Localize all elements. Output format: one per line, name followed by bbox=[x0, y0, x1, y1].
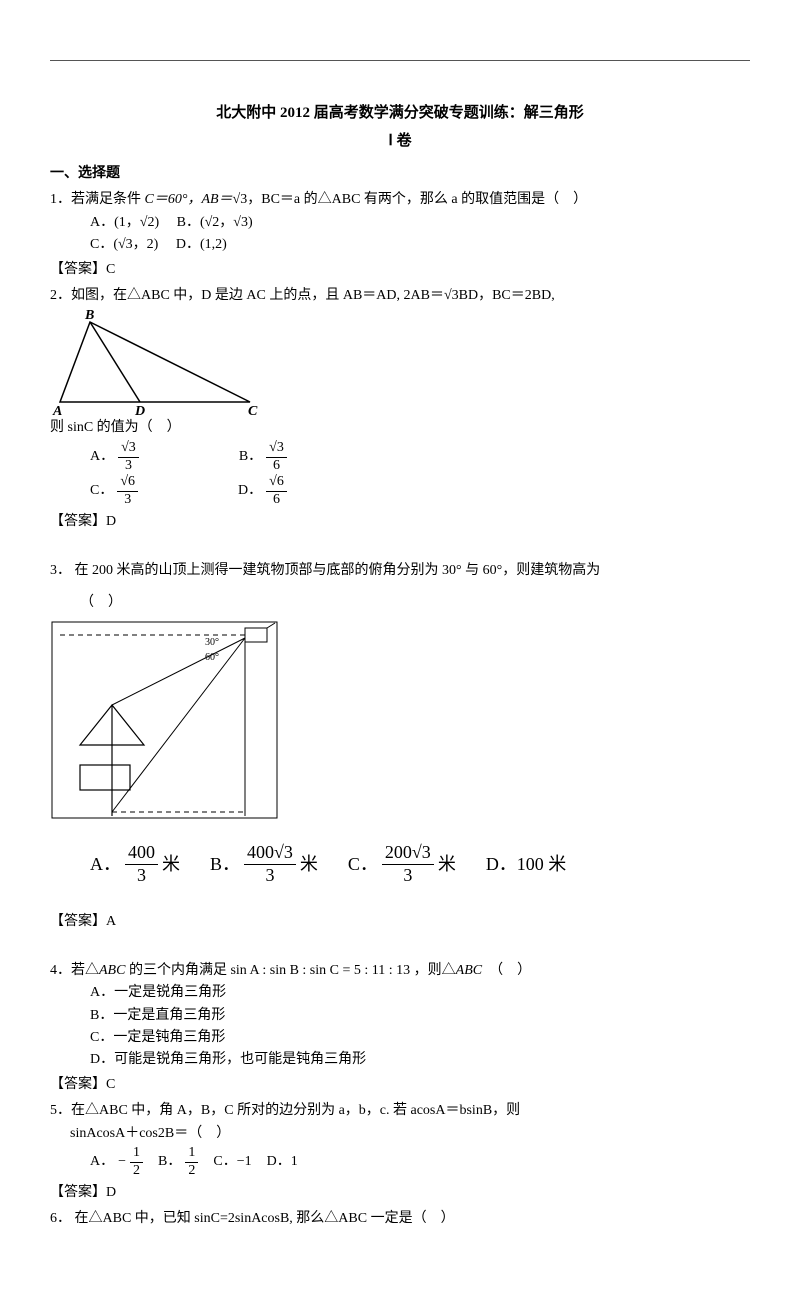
q3-optA-label: A． bbox=[90, 850, 121, 879]
q2-optD-den: 6 bbox=[266, 492, 287, 509]
q2-subtext: 则 sinC 的值为（ ） bbox=[50, 417, 750, 439]
q5-optA-label: A． bbox=[90, 1151, 114, 1173]
q4-paren: （ ） bbox=[496, 963, 531, 978]
q2-optD: D． √66 bbox=[238, 474, 287, 509]
q2-optB-num: √3 bbox=[266, 440, 287, 458]
q4-optA: A．一定是锐角三角形 bbox=[90, 982, 750, 1004]
q1-rest: ，BC＝a 的△ABC 有两个，那么 a 的取值范围是（ ） bbox=[247, 192, 587, 207]
q2-optA-den: 3 bbox=[118, 458, 139, 475]
q3-optA-num: 400 bbox=[125, 842, 158, 865]
q2-opts-row1: A． √33 B． √36 bbox=[90, 440, 750, 475]
label-B: B bbox=[84, 308, 94, 323]
q4-answer: 【答案】C bbox=[50, 1074, 750, 1096]
q4-text-b: 的三个内角满足 sin A : sin B : sin C = 5 : 11 :… bbox=[125, 963, 455, 978]
q1-options-row2: C．(√3，2) D．(1,2) bbox=[90, 234, 750, 256]
page-title: 北大附中 2012 届高考数学满分突破专题训练：解三角形 bbox=[50, 101, 750, 125]
q1-sqrt3: √3 bbox=[233, 192, 248, 207]
q4-optD: D．可能是锐角三角形，也可能是钝角三角形 bbox=[90, 1049, 750, 1071]
q1-answer: 【答案】C bbox=[50, 259, 750, 281]
q3-optC: C． 200√33 米 bbox=[348, 842, 456, 886]
q3-optC-den: 3 bbox=[382, 865, 434, 887]
q3-optB: B． 400√33 米 bbox=[210, 842, 318, 886]
q1-ab: AB＝ bbox=[201, 192, 232, 207]
q3-optB-unit: 米 bbox=[300, 850, 318, 879]
q1-text: 1．若满足条件 bbox=[50, 192, 145, 207]
q2-optB-den: 6 bbox=[266, 458, 287, 475]
q2-optC-num: √6 bbox=[117, 474, 138, 492]
q5-optB-num: 1 bbox=[185, 1145, 198, 1163]
q5-optA-den: 2 bbox=[130, 1163, 143, 1180]
q5-optC: C．−1 bbox=[213, 1151, 251, 1173]
q2-optA: A． √33 bbox=[90, 440, 139, 475]
q2-optB: B． √36 bbox=[239, 440, 287, 475]
q4-abc2: ABC bbox=[456, 963, 482, 978]
label-D: D bbox=[134, 404, 145, 417]
q1-options-row1: A．(1，√2) B．(√2，√3) bbox=[90, 212, 750, 234]
page-rule bbox=[50, 60, 750, 61]
question-5: 5．在△ABC 中，角 A，B，C 所对的边分别为 a，b，c. 若 acosA… bbox=[50, 1100, 750, 1122]
q2-answer: 【答案】D bbox=[50, 511, 750, 533]
question-1: 1．若满足条件 C＝60°，AB＝√3，BC＝a 的△ABC 有两个，那么 a … bbox=[50, 189, 750, 211]
triangle-diagram: B A D C bbox=[50, 307, 270, 417]
q2-optC-den: 3 bbox=[117, 492, 138, 509]
q5-optB-label: B． bbox=[158, 1151, 181, 1173]
q5-optB: B． 12 bbox=[158, 1145, 198, 1180]
q1-optC: C．(√3，2) bbox=[90, 237, 158, 252]
q3-optB-den: 3 bbox=[244, 865, 296, 887]
q1-cond: C＝60°， bbox=[145, 192, 202, 207]
q3-optA-den: 3 bbox=[125, 865, 158, 887]
label-C: C bbox=[248, 404, 258, 417]
q2-optD-num: √6 bbox=[266, 474, 287, 492]
q1-optB: B．(√2，√3) bbox=[177, 215, 253, 230]
q1-optA: A．(1，√2) bbox=[90, 215, 159, 230]
mountain-diagram: 30° 60° bbox=[50, 620, 290, 830]
q5-optA-num: 1 bbox=[130, 1145, 143, 1163]
q3-optA: A． 4003 米 bbox=[90, 842, 180, 886]
volume-label: Ⅰ 卷 bbox=[50, 129, 750, 153]
q2-optC: C． √63 bbox=[90, 474, 138, 509]
q3-answer: 【答案】A bbox=[50, 911, 750, 933]
q4-optB: B．一定是直角三角形 bbox=[90, 1005, 750, 1027]
q2-opts-row2: C． √63 D． √66 bbox=[90, 474, 750, 509]
q2-optA-label: A． bbox=[90, 446, 114, 468]
q4-abc1: ABC bbox=[99, 963, 125, 978]
question-2: 2．如图，在△ABC 中，D 是边 AC 上的点，且 AB＝AD, 2AB＝√3… bbox=[50, 285, 750, 307]
q3-optD-label: D．100 米 bbox=[486, 850, 567, 879]
q3-optB-label: B． bbox=[210, 850, 240, 879]
angle-30: 30° bbox=[205, 637, 219, 648]
q2-optB-label: B． bbox=[239, 446, 262, 468]
q3-optB-num: 400√3 bbox=[244, 842, 296, 865]
q2-optC-label: C． bbox=[90, 480, 113, 502]
question-4: 4．若△ABC 的三个内角满足 sin A : sin B : sin C = … bbox=[50, 960, 750, 982]
q3-paren: （ ） bbox=[80, 592, 750, 614]
q3-optD: D．100 米 bbox=[486, 850, 567, 879]
q2-optD-label: D． bbox=[238, 480, 262, 502]
q4-optC: C．一定是钝角三角形 bbox=[90, 1027, 750, 1049]
question-3: 3． 在 200 米高的山顶上测得一建筑物顶部与底部的俯角分别为 30° 与 6… bbox=[50, 560, 750, 582]
q3-optC-num: 200√3 bbox=[382, 842, 434, 865]
label-A: A bbox=[52, 404, 62, 417]
angle-60: 60° bbox=[205, 652, 219, 663]
q2-optA-num: √3 bbox=[118, 440, 139, 458]
q5-optA-neg: − bbox=[118, 1151, 126, 1173]
q5-optA: A． − 12 bbox=[90, 1145, 143, 1180]
section-header: 一、选择题 bbox=[50, 163, 750, 185]
q3-options: A． 4003 米 B． 400√33 米 C． 200√33 米 D．100 … bbox=[90, 842, 750, 886]
q1-optD: D．(1,2) bbox=[176, 237, 227, 252]
q3-optC-unit: 米 bbox=[438, 850, 456, 879]
q5-answer: 【答案】D bbox=[50, 1182, 750, 1204]
q5-options: A． − 12 B． 12 C．−1 D．1 bbox=[90, 1145, 750, 1180]
q3-optA-unit: 米 bbox=[162, 850, 180, 879]
q3-optC-label: C． bbox=[348, 850, 378, 879]
q5-optB-den: 2 bbox=[185, 1163, 198, 1180]
q5-line2: sinAcosA＋cos2B＝（ ） bbox=[70, 1123, 750, 1145]
q5-optD: D．1 bbox=[267, 1151, 298, 1173]
question-6: 6． 在△ABC 中，已知 sinC=2sinAcosB, 那么△ABC 一定是… bbox=[50, 1208, 750, 1230]
q4-text-a: 4．若△ bbox=[50, 963, 99, 978]
